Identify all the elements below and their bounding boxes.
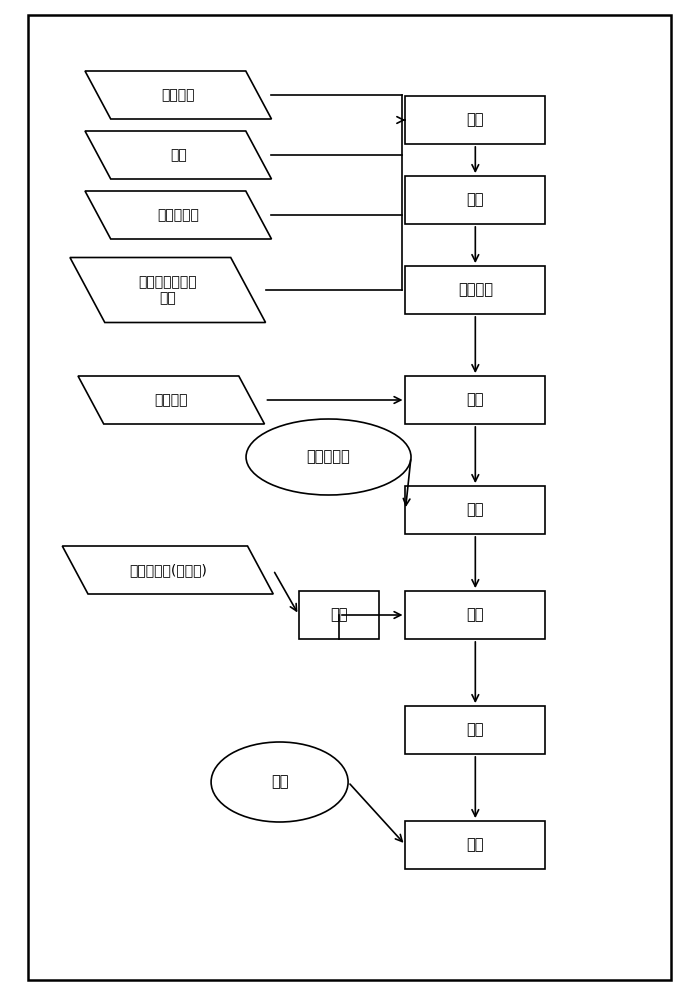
Bar (405, 486, 545, 534)
Bar (299, 591, 379, 639)
Text: 全检: 全检 (271, 774, 289, 790)
Bar (405, 176, 545, 224)
Text: 乳糖: 乳糖 (170, 148, 187, 162)
Bar (405, 376, 545, 424)
Text: 微晶纤维素: 微晶纤维素 (157, 208, 199, 222)
Text: 压片: 压片 (466, 502, 484, 518)
Text: 薄膜包衣剂(胃溶型): 薄膜包衣剂(胃溶型) (129, 563, 207, 577)
Text: 过筛: 过筛 (466, 112, 484, 127)
Text: 入库: 入库 (466, 838, 484, 852)
Polygon shape (85, 131, 271, 179)
Text: 配液: 配液 (330, 607, 348, 622)
Text: 包衣: 包衣 (466, 607, 484, 622)
Text: 阿普斯特: 阿普斯特 (161, 88, 195, 102)
Bar (405, 266, 545, 314)
Polygon shape (78, 376, 264, 424)
Ellipse shape (211, 742, 348, 822)
Bar (405, 706, 545, 754)
Bar (405, 591, 545, 639)
Text: 干法制粒: 干法制粒 (458, 282, 493, 298)
Text: 交联羧甲基纤维
素钠: 交联羧甲基纤维 素钠 (138, 275, 197, 305)
Text: 总混: 总混 (466, 392, 484, 408)
Bar (405, 96, 545, 144)
Text: 硬脂酸镁: 硬脂酸镁 (154, 393, 188, 407)
Polygon shape (70, 258, 266, 322)
Text: 混合: 混合 (466, 192, 484, 208)
Text: 包装: 包装 (466, 722, 484, 738)
Polygon shape (85, 191, 271, 239)
Bar (405, 821, 545, 869)
Text: 中间体检测: 中间体检测 (307, 450, 350, 464)
Polygon shape (62, 546, 273, 594)
Polygon shape (85, 71, 271, 119)
Ellipse shape (246, 419, 411, 495)
